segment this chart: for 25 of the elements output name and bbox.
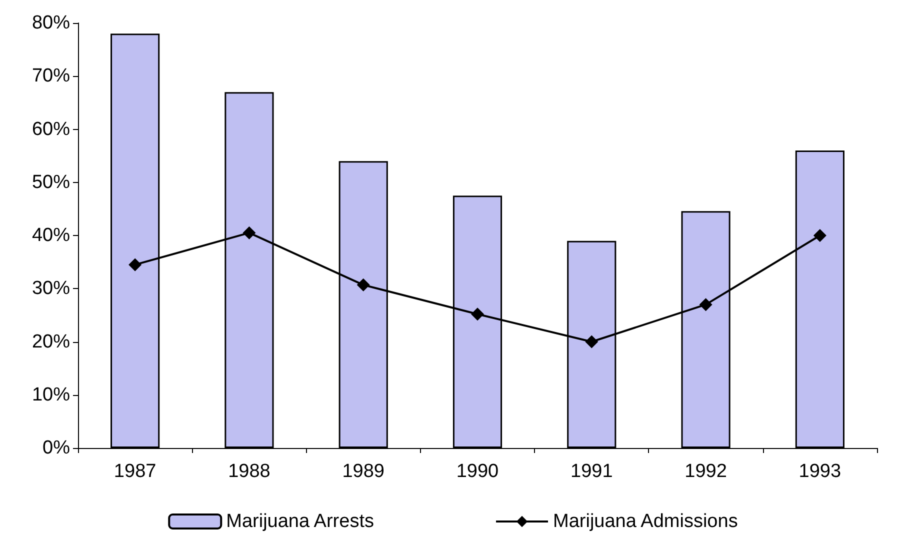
x-tick-label: 1989	[342, 461, 384, 482]
legend-label: Marijuana Admissions	[553, 511, 738, 532]
y-tick-label: 30%	[32, 278, 70, 300]
point	[471, 308, 484, 321]
point	[699, 298, 712, 312]
point	[813, 229, 826, 242]
y-tick-label: 80%	[32, 12, 70, 34]
y-tick-label: 20%	[32, 331, 70, 352]
x-tick-label: 1987	[114, 461, 156, 482]
legend-label: Marijuana Arrests	[226, 511, 374, 532]
x-tick-label: 1992	[684, 461, 727, 482]
y-tick-label: 60%	[32, 118, 70, 140]
y-tick-label: 10%	[32, 384, 70, 406]
y-tick-label: 70%	[32, 66, 70, 87]
point	[356, 278, 370, 292]
x-tick-label: 1988	[228, 461, 270, 482]
x-tick-label: 1993	[798, 461, 842, 482]
y-tick-label: 0%	[42, 438, 70, 458]
x-tick-label: 1991	[570, 461, 613, 482]
x-tick-label: 1990	[456, 461, 499, 482]
y-tick-label: 40%	[32, 225, 70, 246]
point	[242, 226, 256, 240]
point	[128, 258, 142, 272]
y-tick-label: 50%	[32, 172, 70, 193]
point	[585, 335, 598, 348]
